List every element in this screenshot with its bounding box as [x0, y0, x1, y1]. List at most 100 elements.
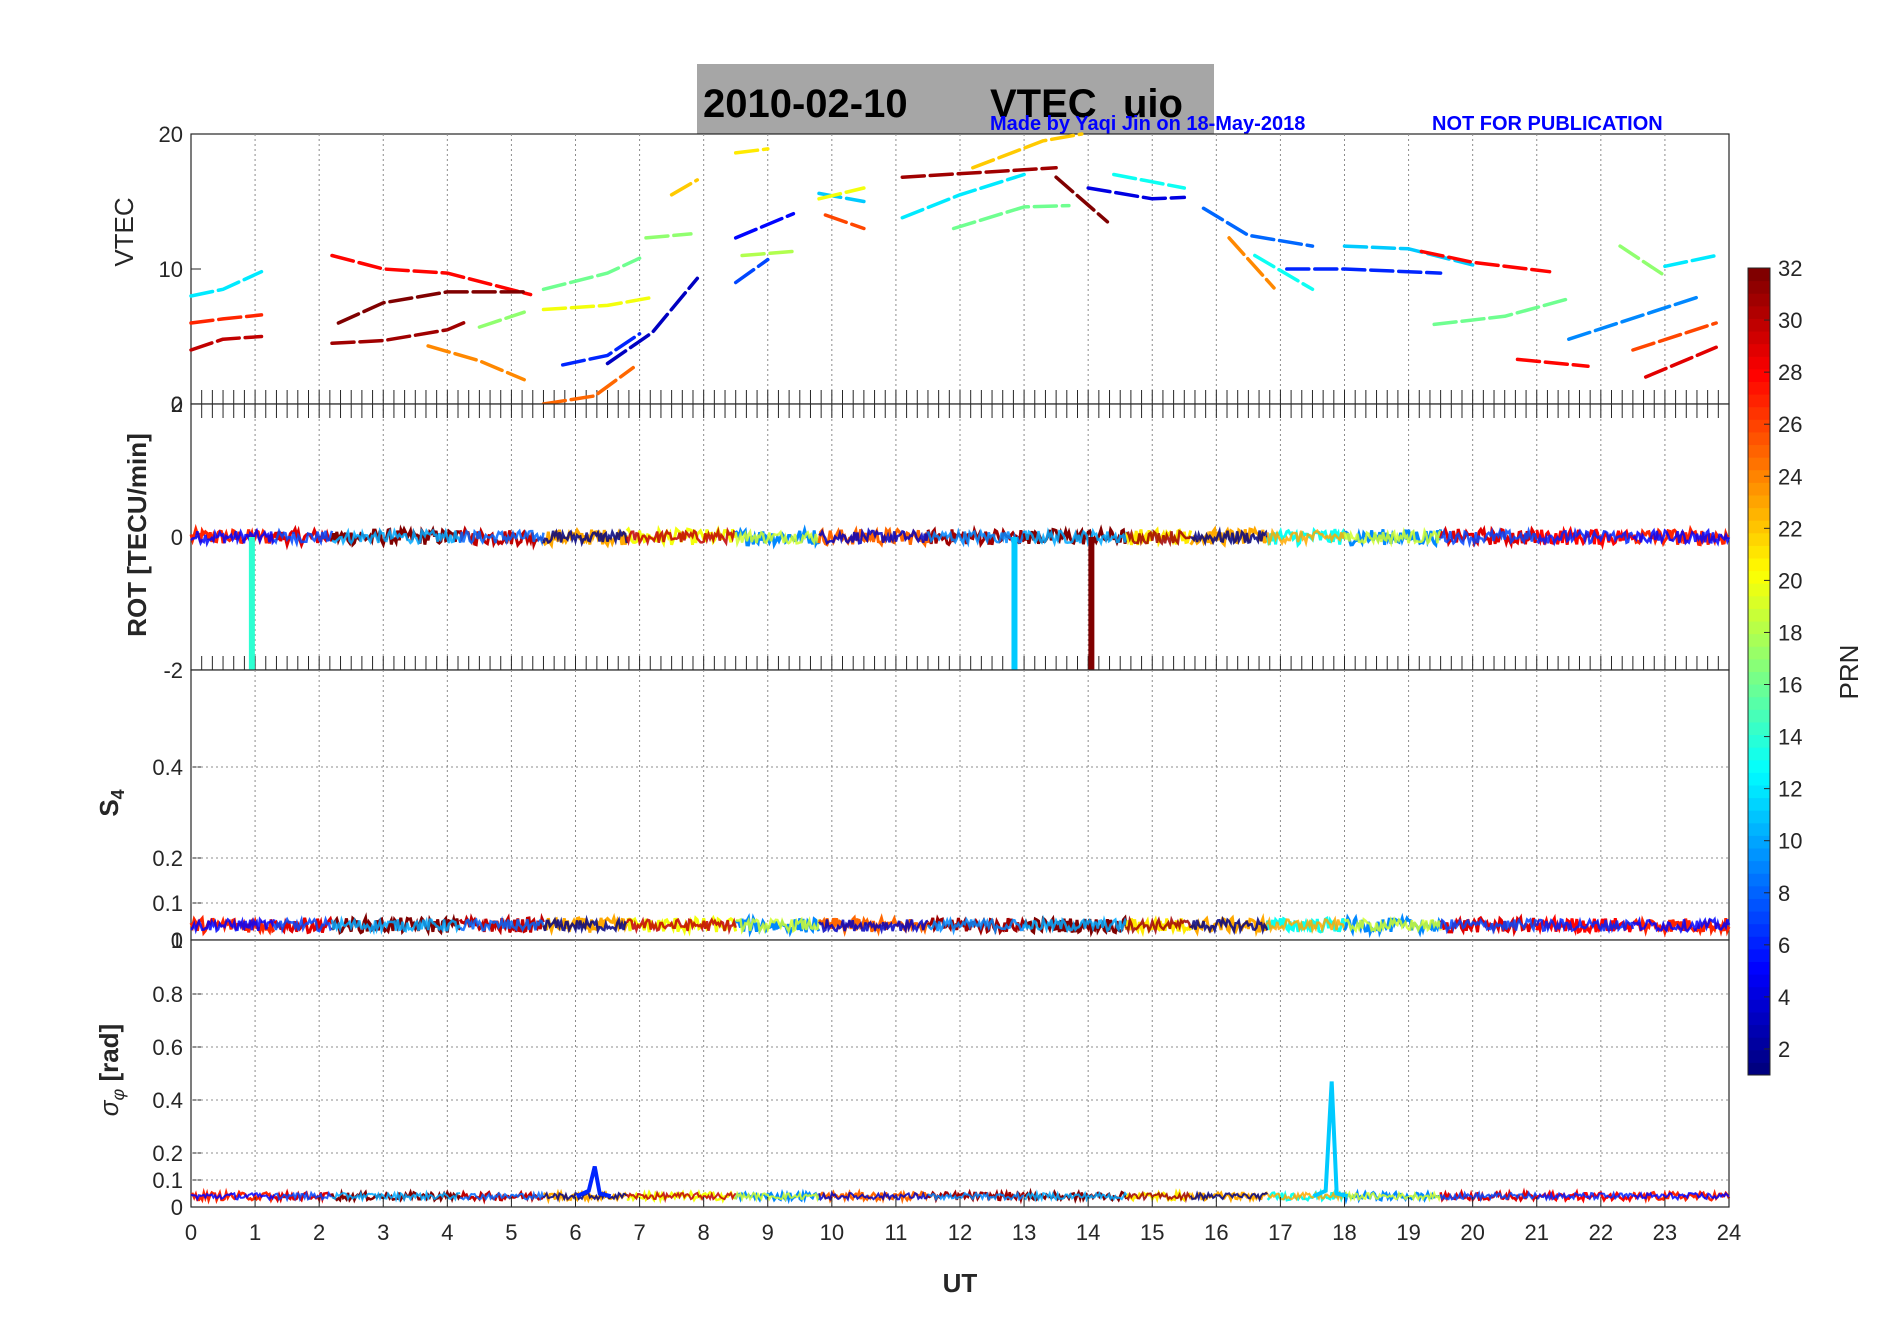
colorbar-segment	[1748, 280, 1770, 294]
colorbar-segment	[1748, 343, 1770, 357]
x-tick-label: 19	[1396, 1220, 1420, 1245]
s4-ytick-label-1: 1	[171, 928, 183, 953]
vtec-arc-prn-17	[644, 232, 693, 240]
colorbar-segment	[1748, 545, 1770, 559]
vtec-arc-prn-31	[900, 166, 1058, 179]
colorbar-tick-label: 8	[1778, 881, 1790, 906]
sig-ytick-label: 0.2	[152, 1141, 183, 1166]
x-tick-label: 11	[884, 1220, 907, 1245]
sig-series-prn-25	[818, 1188, 930, 1205]
x-tick-label: 7	[633, 1220, 645, 1245]
vtec-arc-prn-6	[1285, 267, 1443, 275]
colorbar-segment	[1748, 784, 1770, 799]
colorbar-segment	[1748, 1049, 1770, 1063]
colorbar-segment	[1748, 974, 1770, 988]
colorbar-tick-label: 24	[1778, 464, 1802, 489]
s4-ytick-label: 0.4	[152, 755, 183, 780]
vtec-arc-prn-26	[823, 213, 866, 231]
colorbar-tick-label: 6	[1778, 933, 1790, 958]
colorbar-segment	[1748, 293, 1770, 307]
s4-series-prn-19	[1343, 915, 1442, 934]
colorbar-tick-label: 12	[1778, 777, 1802, 802]
vtec-ytick-label: 10	[159, 257, 183, 282]
vtec-arc-prn-30	[189, 334, 264, 352]
colorbar-segment	[1748, 721, 1770, 736]
vtec-arc-prn-28	[1515, 357, 1590, 368]
vtec-arc-prn-32	[336, 290, 526, 325]
x-tick-label: 6	[569, 1220, 581, 1245]
colorbar-segment	[1748, 923, 1770, 937]
rot-series-prn-13	[1266, 526, 1346, 549]
x-tick-label: 17	[1268, 1220, 1292, 1245]
colorbar-segment	[1748, 608, 1770, 622]
vtec-arc-prn-3	[605, 276, 700, 366]
sig-series-prn-3	[818, 1190, 929, 1202]
s4-series-prn-27	[1632, 915, 1731, 938]
s4-series-prn-31	[926, 914, 1026, 936]
colorbar-segment	[1748, 658, 1770, 672]
sig-series-prn-7	[273, 1190, 332, 1203]
sig-series-prn-5	[190, 1191, 276, 1202]
x-tick-label: 20	[1460, 1220, 1484, 1245]
rot-spike-prn-11	[1011, 537, 1018, 670]
rot-series-prn-5	[1632, 527, 1731, 547]
s4-series-prn-7	[1439, 917, 1538, 935]
colorbar-segment	[1748, 583, 1770, 597]
colorbar-segment	[1748, 684, 1770, 698]
vtec-arc-prn-24	[1227, 236, 1276, 290]
s4-series-prn-5	[1631, 916, 1731, 934]
sigma-ylabel-unit: [rad]	[94, 1024, 124, 1089]
colorbar-segment	[1748, 318, 1770, 332]
colorbar-tick-label: 14	[1778, 725, 1802, 750]
sig-series-prn-6	[1536, 1190, 1634, 1202]
colorbar-segment	[1748, 331, 1770, 345]
colorbar-segment	[1748, 797, 1770, 811]
colorbar-segment	[1748, 873, 1770, 887]
colorbar-segment	[1748, 860, 1770, 874]
rot-series-prn-32	[330, 524, 461, 549]
colorbar-tick-label: 10	[1778, 829, 1802, 854]
colorbar-segment	[1748, 356, 1770, 370]
s4-series-prn-1	[542, 914, 628, 935]
rot-series-prn-23	[1266, 527, 1346, 548]
vtec-arc-prn-20	[541, 295, 655, 312]
colorbar-segment	[1748, 848, 1770, 862]
colorbar-segment	[1748, 381, 1770, 395]
colorbar-segment	[1748, 911, 1770, 925]
sigma-phi-panel: 00.10.2 0.4 0.6 0.8	[152, 939, 1731, 1220]
colorbar-segment	[1748, 431, 1770, 446]
colorbar-segment	[1748, 772, 1770, 786]
x-tick-label: 13	[1012, 1220, 1036, 1245]
rot-series-prn-9	[926, 527, 1026, 548]
s4-series-prn-19	[735, 916, 821, 935]
sig-series-prn-29	[1439, 1187, 1538, 1203]
colorbar-segment	[1748, 898, 1770, 912]
title-station: uio	[1123, 82, 1183, 126]
rot-series-prn-5	[190, 527, 276, 548]
colorbar-segment	[1748, 709, 1770, 723]
vtec-arc-prn-17	[1618, 244, 1667, 278]
vtec-arc-prn-31	[330, 319, 469, 346]
rot-series-prn-29	[1439, 524, 1539, 550]
colorbar-segment	[1748, 494, 1770, 509]
colorbar-segment	[1748, 961, 1770, 975]
sig-ytick-label: 0.6	[152, 1035, 183, 1060]
vtec-arc-prn-12	[1663, 253, 1718, 269]
s4-ytick-label: 0.1	[152, 891, 183, 916]
x-tick-label: 10	[820, 1220, 844, 1245]
sig-series-prn-7	[1439, 1190, 1538, 1203]
vtec-arc-prn-25	[541, 365, 635, 406]
rot-series-prn-30	[625, 526, 737, 547]
sig-series-prn-5	[1632, 1191, 1730, 1202]
s4-series-prn-9	[926, 915, 1026, 936]
title-label: VTEC	[990, 82, 1097, 126]
sig-spike-prn-6	[575, 1166, 612, 1199]
x-tick-label: 3	[377, 1220, 389, 1245]
vtec-arc-prn-28	[330, 253, 533, 297]
colorbar-segment	[1748, 734, 1770, 748]
colorbar-segment	[1748, 305, 1770, 319]
colorbar-segment	[1748, 532, 1770, 546]
colorbar-segment	[1748, 671, 1770, 685]
rot-series-prn-1	[1190, 526, 1269, 547]
s4-series-prn-3	[817, 918, 929, 935]
